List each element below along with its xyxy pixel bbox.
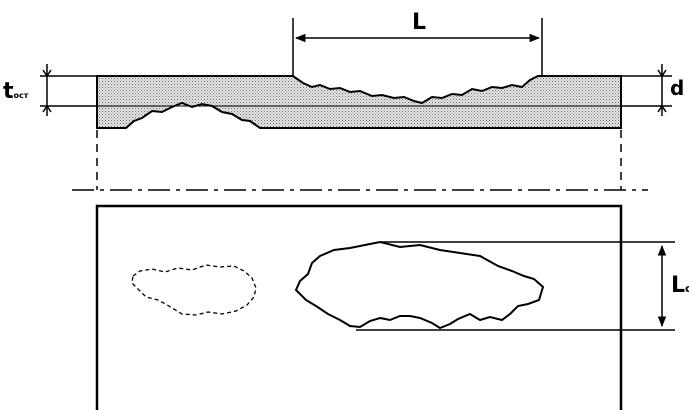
wall-section [96, 75, 622, 129]
plate-outline [95, 204, 623, 410]
dimension-L [292, 18, 543, 76]
label-Lc: Lc [671, 273, 689, 298]
label-L: L [412, 10, 426, 35]
outer-defect-outline [294, 240, 545, 330]
dimension-Lc [356, 241, 675, 331]
label-t-ost: tост [3, 79, 29, 104]
dimension-d [621, 64, 672, 116]
dimension-t-ost [40, 64, 97, 116]
plan-view [95, 204, 623, 410]
label-d: d [670, 76, 684, 100]
section-view [96, 75, 622, 190]
inner-defect-outline [131, 264, 257, 316]
